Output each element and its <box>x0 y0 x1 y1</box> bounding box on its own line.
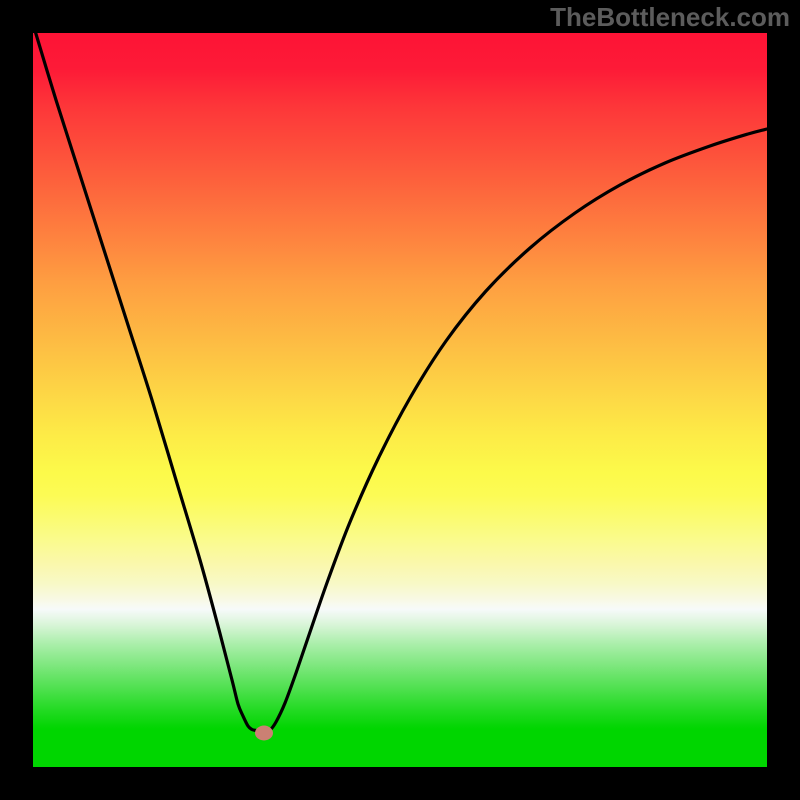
curve-svg <box>33 33 767 767</box>
outer-frame: TheBottleneck.com <box>0 0 800 800</box>
bottleneck-curve <box>33 33 767 732</box>
watermark-text: TheBottleneck.com <box>550 2 790 33</box>
plot-area <box>33 33 767 767</box>
minimum-marker <box>255 726 273 741</box>
